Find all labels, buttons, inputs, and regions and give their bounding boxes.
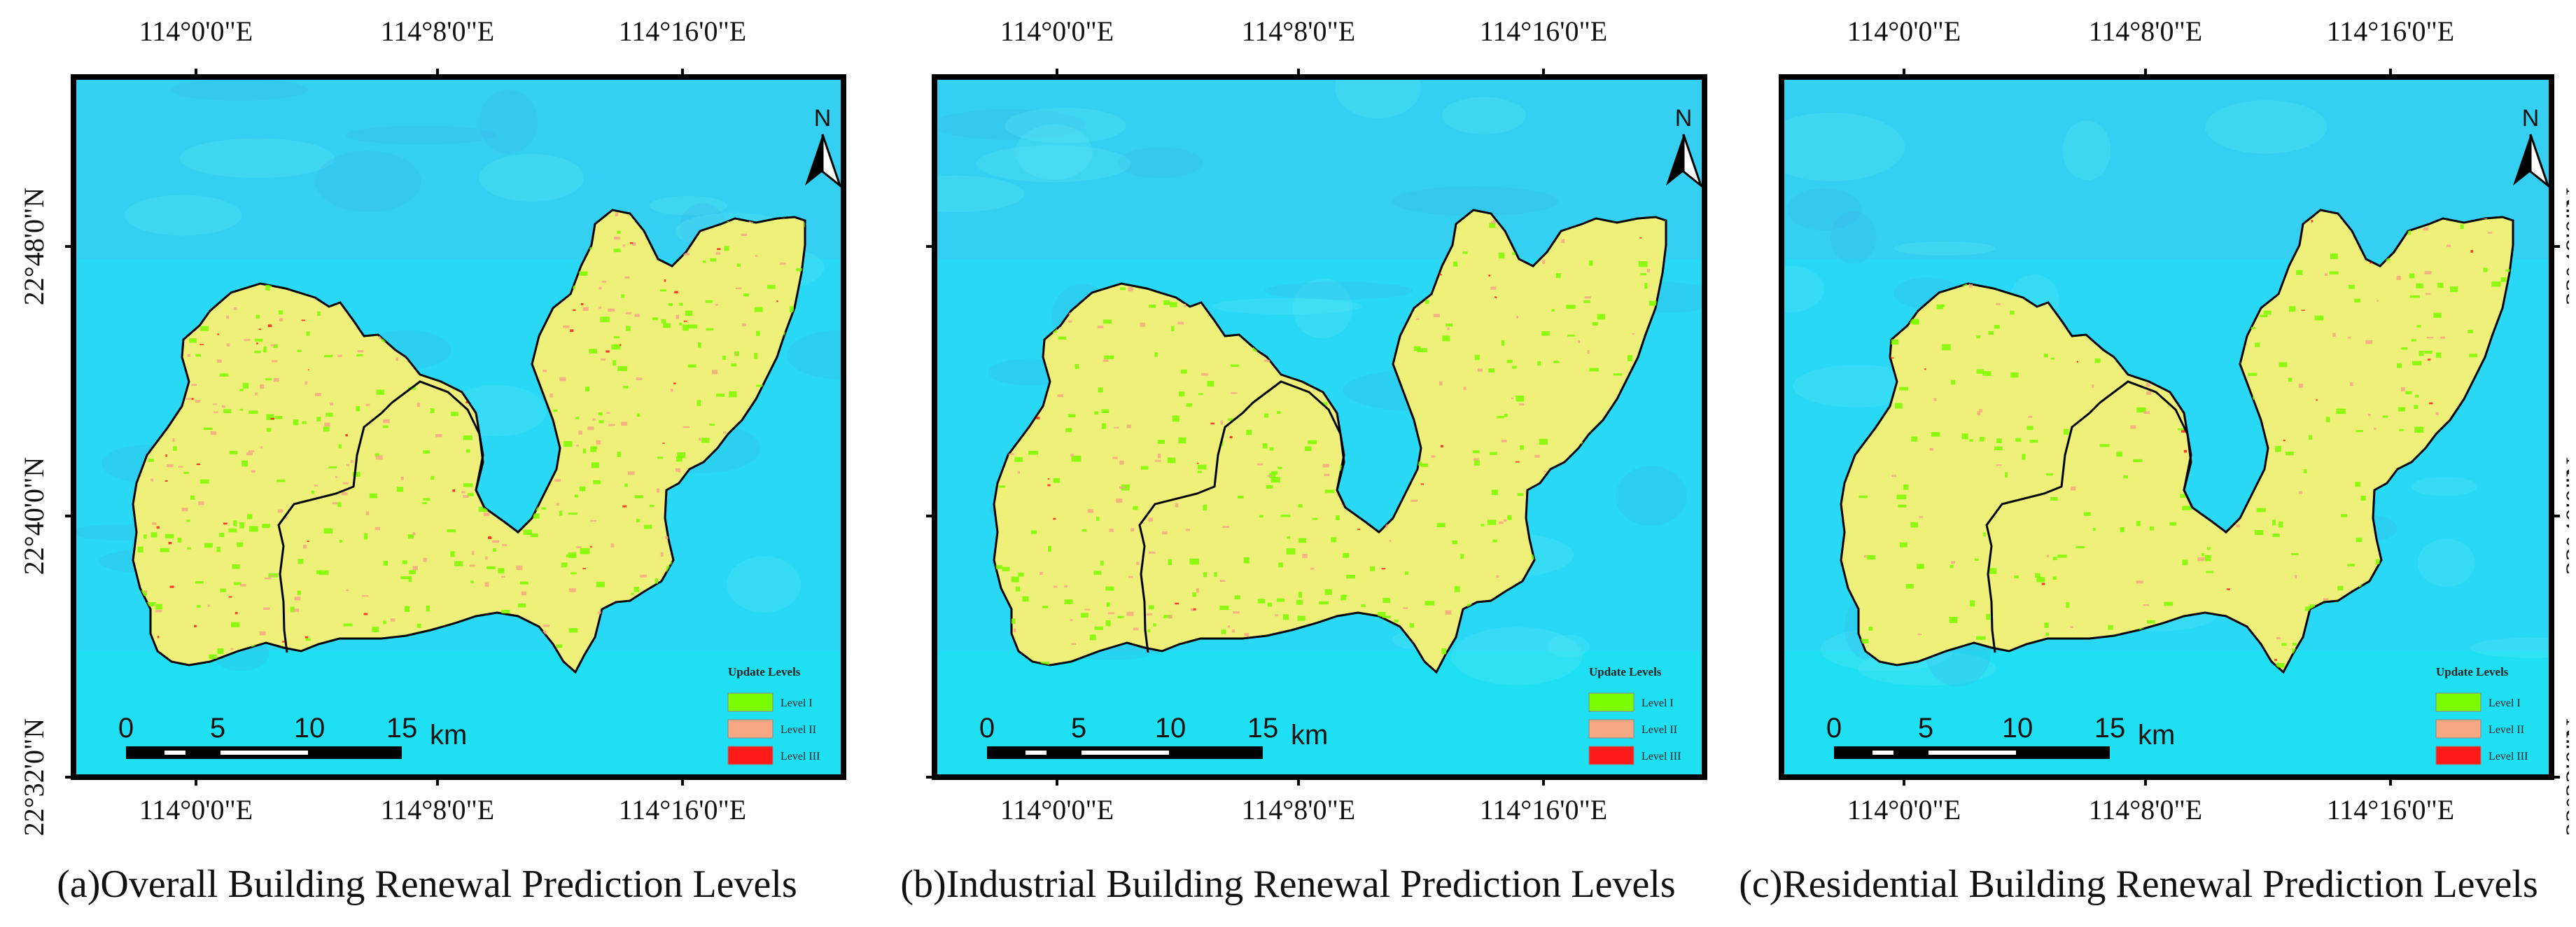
legend-title: Update Levels (1589, 665, 1662, 678)
caption-panel-c: (c)Residential Building Renewal Predicti… (1739, 863, 2538, 906)
scale-tick-label: 15 (386, 713, 418, 744)
longitude-label-bottom: 114°8'0"E (2089, 794, 2202, 825)
longitude-label-bottom: 114°0'0"E (1847, 794, 1961, 825)
scale-tick-label: 5 (1918, 713, 1933, 744)
longitude-label-top: 114°8'0"E (1242, 15, 1355, 47)
longitude-label-bottom: 114°16'0"E (619, 794, 746, 825)
latitude-label: 22°40'0"N (18, 457, 50, 575)
scale-tick-label: 0 (1826, 713, 1842, 744)
scale-tick-label: 5 (210, 713, 225, 744)
legend-label: Level III (2488, 751, 2528, 762)
map-frame (71, 74, 846, 780)
legend-title: Update Levels (2436, 665, 2509, 678)
scale-tick-label: 15 (2094, 713, 2126, 744)
longitude-label-bottom: 114°0'0"E (1000, 794, 1114, 825)
caption-panel-a: (a)Overall Building Renewal Prediction L… (57, 863, 797, 906)
legend-swatch (2435, 746, 2482, 765)
legend-swatch (727, 746, 774, 765)
district-boundary (1138, 380, 1347, 653)
north-arrow-icon: N (1666, 105, 1704, 189)
longitude-label-top: 114°16'0"E (619, 15, 746, 47)
scale-bar: 0 5 10 15 km (1826, 713, 2175, 759)
scale-unit-label: km (2138, 720, 2175, 751)
scale-tick-label: 0 (979, 713, 995, 744)
longitude-label-bottom: 114°16'0"E (1480, 794, 1607, 825)
legend-swatch (1588, 692, 1634, 712)
map-panel-a: 114°0'0"E 114°0'0"E 114°8'0"E 114°8'0"E 114°… (18, 15, 846, 836)
legend-label: Level II (1642, 724, 1677, 736)
north-arrow-icon: N (2513, 105, 2551, 189)
longitude-label-bottom: 114°8'0"E (381, 794, 494, 825)
latitude-label: 22°32'0"N (2560, 718, 2569, 836)
legend-label: Level I (1642, 697, 1674, 709)
scale-tick-label: 10 (294, 713, 326, 744)
legend-swatch (727, 719, 774, 739)
legend-swatch (1588, 719, 1634, 739)
legend-label: Level I (2488, 697, 2521, 709)
longitude-label-bottom: 114°16'0"E (2327, 794, 2454, 825)
scale-bar: 0 5 10 15 km (979, 713, 1328, 759)
latitude-label: 22°48'0"N (18, 188, 50, 305)
longitude-label-top: 114°16'0"E (1480, 15, 1607, 47)
svg-text:N: N (2522, 105, 2540, 132)
map-frame (1779, 74, 2554, 780)
longitude-label-bottom: 114°0'0"E (139, 794, 253, 825)
latitude-label: 22°32'0"N (18, 718, 50, 836)
legend-label: Level II (780, 724, 816, 736)
legend-label: Level III (1642, 751, 1681, 762)
latitude-label: 22°48'0"N (2560, 188, 2569, 305)
district-boundary (277, 380, 486, 653)
legend-label: Level III (780, 751, 820, 762)
longitude-label-top: 114°8'0"E (381, 15, 494, 47)
legend: Update Levels Level I Level II Level III (727, 665, 820, 765)
svg-text:N: N (1675, 105, 1693, 132)
scale-unit-label: km (430, 720, 467, 751)
district-boundary (1985, 380, 2194, 653)
legend-swatch (2435, 692, 2482, 712)
longitude-label-top: 114°0'0"E (1847, 15, 1961, 47)
legend-swatch (727, 692, 774, 712)
north-arrow-icon: N (805, 105, 843, 189)
scale-unit-label: km (1291, 720, 1328, 751)
longitude-label-top: 114°0'0"E (139, 15, 253, 47)
legend: Update Levels Level I Level II Level III (2435, 665, 2528, 765)
map-frame (932, 74, 1707, 780)
longitude-label-top: 114°0'0"E (1000, 15, 1114, 47)
legend-swatch (1588, 746, 1634, 765)
scale-bar: 0 5 10 15 km (118, 713, 467, 759)
map-panel-b: 114°0'0"E 114°0'0"E 114°8'0"E 114°8'0"E 114°… (926, 15, 1707, 825)
map-panel-c: 114°0'0"E 114°0'0"E 114°8'0"E 114°8'0"E 114°… (1779, 15, 2569, 836)
legend-swatch (2435, 719, 2482, 739)
legend: Update Levels Level I Level II Level III (1588, 665, 1681, 765)
legend-label: Level II (2488, 724, 2524, 736)
legend-label: Level I (780, 697, 813, 709)
caption-panel-b: (b)Industrial Building Renewal Predictio… (900, 863, 1676, 906)
longitude-label-top: 114°16'0"E (2327, 15, 2454, 47)
scale-tick-label: 0 (118, 713, 134, 744)
latitude-label: 22°40'0"N (2560, 457, 2569, 575)
scale-tick-label: 5 (1071, 713, 1086, 744)
scale-tick-label: 10 (2002, 713, 2033, 744)
svg-text:N: N (814, 105, 832, 132)
scale-tick-label: 15 (1247, 713, 1279, 744)
longitude-label-bottom: 114°8'0"E (1242, 794, 1355, 825)
legend-title: Update Levels (728, 665, 801, 678)
longitude-label-top: 114°8'0"E (2089, 15, 2202, 47)
scale-tick-label: 10 (1155, 713, 1186, 744)
